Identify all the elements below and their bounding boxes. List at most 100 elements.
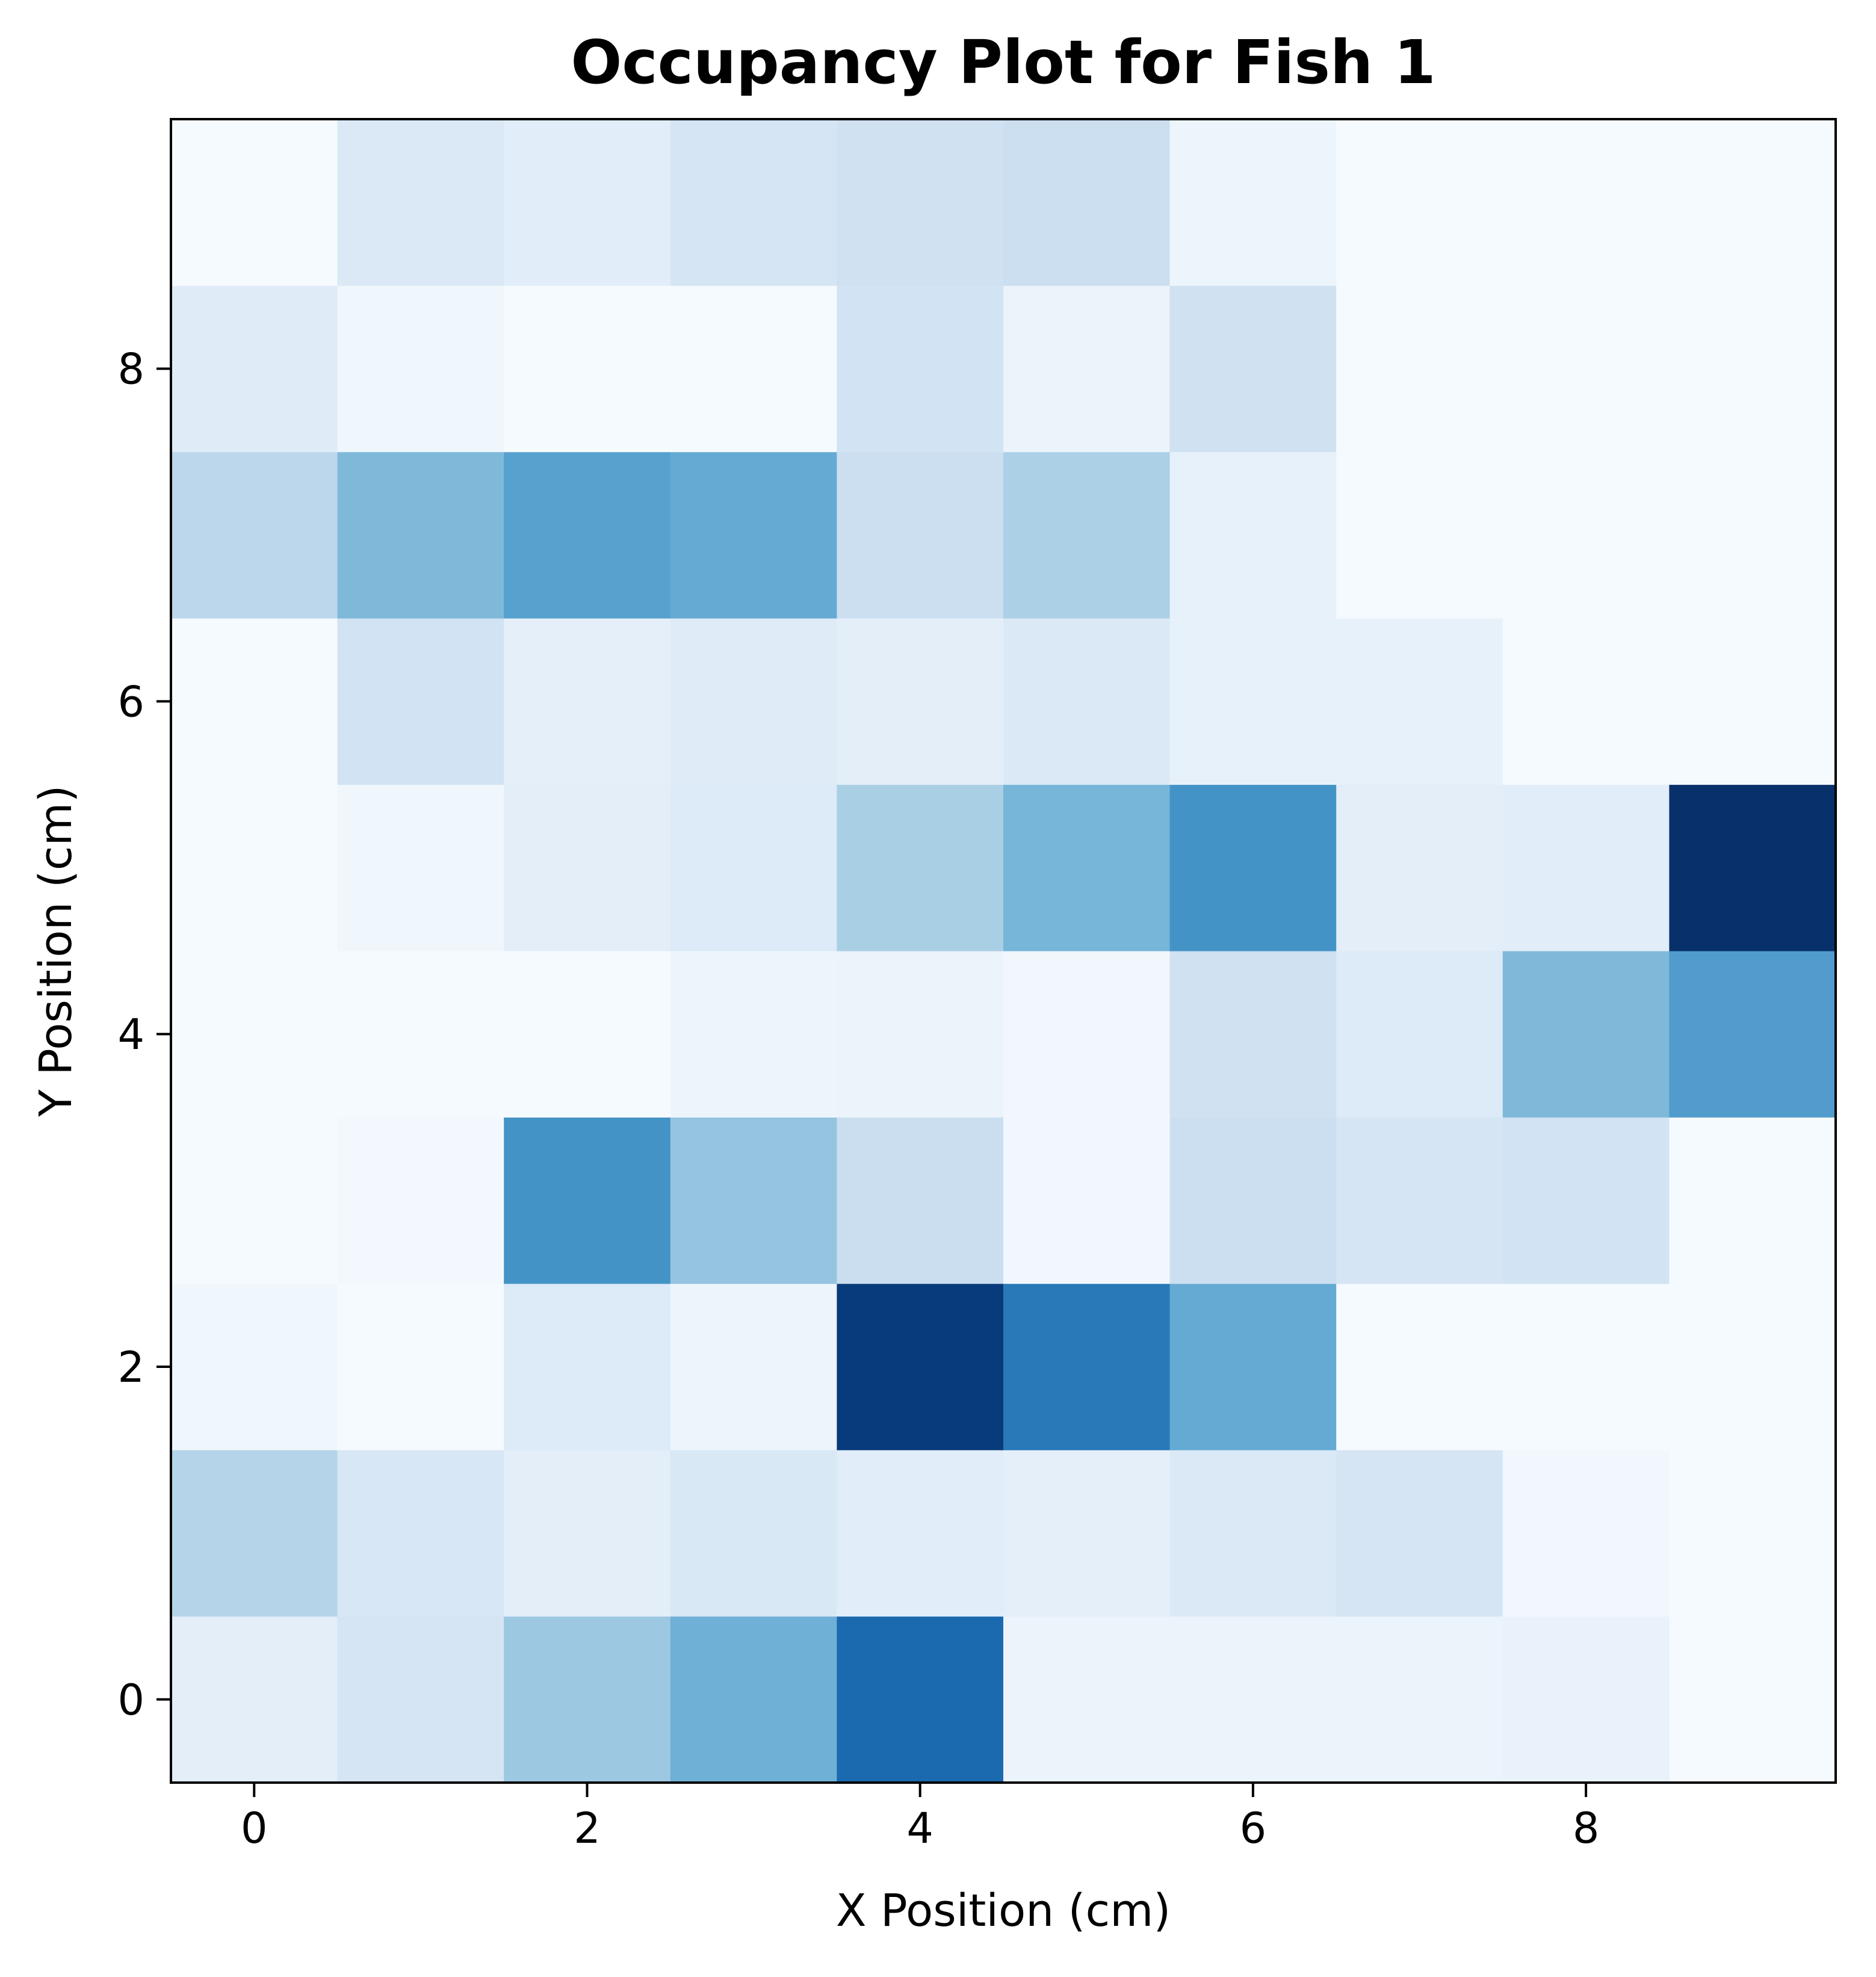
y-axis-label: Y Position (cm)	[30, 785, 82, 1118]
x-axis-ticks: 0 2 4 6 8	[241, 1783, 1599, 1853]
heatmap-cell-x4-y0	[837, 1616, 1004, 1783]
y-tick-label: 8	[117, 345, 144, 394]
heatmap-cell-x5-y9	[1003, 119, 1171, 286]
heatmap-cell-x0-y5	[171, 784, 338, 951]
heatmap-cell-x9-y5	[1669, 784, 1836, 951]
heatmap-cell-x0-y1	[171, 1450, 338, 1617]
heatmap-cell-x5-y1	[1003, 1450, 1171, 1617]
heatmap-cell-x6-y7	[1169, 451, 1337, 619]
heatmap-cell-x2-y2	[504, 1283, 671, 1450]
heatmap-cell-x4-y5	[837, 784, 1004, 951]
heatmap-cell-x6-y8	[1169, 285, 1337, 453]
heatmap-cell-x1-y4	[337, 951, 504, 1118]
heatmap-cell-x8-y4	[1502, 951, 1670, 1118]
heatmap-cell-x1-y8	[337, 285, 504, 453]
plot-frame	[170, 118, 1837, 1784]
heatmap-cell-x2-y3	[504, 1117, 671, 1284]
heatmap-cell-x2-y8	[504, 285, 671, 453]
heatmap-cell-x0-y8	[171, 285, 338, 453]
heatmap-cell-x3-y4	[670, 951, 837, 1118]
heatmap-cell-x7-y3	[1336, 1117, 1503, 1284]
heatmap-cell-x8-y2	[1502, 1283, 1670, 1450]
heatmap-cell-x7-y8	[1336, 285, 1503, 453]
heatmap-cell-x2-y4	[504, 951, 671, 1118]
heatmap-cell-x9-y1	[1669, 1450, 1836, 1617]
y-tick-label: 2	[117, 1343, 144, 1392]
heatmap-cell-x5-y0	[1003, 1616, 1171, 1783]
heatmap-cell-x9-y7	[1669, 451, 1836, 619]
heatmap-cell-x5-y3	[1003, 1117, 1171, 1284]
heatmap-cell-x1-y3	[337, 1117, 504, 1284]
heatmap-cell-x6-y0	[1169, 1616, 1337, 1783]
heatmap-cell-x2-y0	[504, 1616, 671, 1783]
heatmap-cell-x8-y9	[1502, 119, 1670, 286]
y-tick-label: 0	[117, 1675, 144, 1725]
heatmap-cell-x2-y1	[504, 1450, 671, 1617]
y-axis-ticks: 0 2 4 6 8	[117, 345, 171, 1725]
x-tick-label: 0	[241, 1804, 268, 1853]
heatmap-cell-x5-y8	[1003, 285, 1171, 453]
heatmap-cell-x3-y9	[670, 119, 837, 286]
x-tick-label: 4	[906, 1804, 933, 1853]
x-tick-label: 8	[1573, 1804, 1600, 1853]
heatmap-cell-x7-y9	[1336, 119, 1503, 286]
heatmap-cell-x4-y7	[837, 451, 1004, 619]
heatmap-cell-x3-y6	[670, 618, 837, 785]
heatmap-cell-x1-y6	[337, 618, 504, 785]
heatmap-cell-x5-y4	[1003, 951, 1171, 1118]
heatmap-cell-x3-y5	[670, 784, 837, 951]
heatmap-cell-x2-y7	[504, 451, 671, 619]
x-tick-label: 6	[1240, 1804, 1267, 1853]
heatmap-cell-x0-y6	[171, 618, 338, 785]
heatmap-cell-x3-y7	[670, 451, 837, 619]
heatmap-cell-x9-y0	[1669, 1616, 1836, 1783]
heatmap-cell-x4-y8	[837, 285, 1004, 453]
heatmap-cell-x1-y0	[337, 1616, 504, 1783]
heatmap-cell-x4-y9	[837, 119, 1004, 286]
heatmap-cell-x0-y0	[171, 1616, 338, 1783]
heatmap-cell-x8-y8	[1502, 285, 1670, 453]
heatmap-cell-x3-y8	[670, 285, 837, 453]
heatmap-cell-x6-y5	[1169, 784, 1337, 951]
heatmap-cell-x1-y1	[337, 1450, 504, 1617]
heatmap-cell-x2-y5	[504, 784, 671, 951]
heatmap-cell-x7-y1	[1336, 1450, 1503, 1617]
heatmap-cell-x1-y7	[337, 451, 504, 619]
heatmap-cell-x0-y4	[171, 951, 338, 1118]
heatmap-cell-x8-y6	[1502, 618, 1670, 785]
heatmap-cell-x4-y1	[837, 1450, 1004, 1617]
heatmap-cell-x8-y0	[1502, 1616, 1670, 1783]
heatmap-cell-x5-y2	[1003, 1283, 1171, 1450]
heatmap-cell-x8-y3	[1502, 1117, 1670, 1284]
heatmap-cell-x5-y6	[1003, 618, 1171, 785]
heatmap-cell-x9-y6	[1669, 618, 1836, 785]
heatmap-cell-x6-y2	[1169, 1283, 1337, 1450]
heatmap-cell-x7-y0	[1336, 1616, 1503, 1783]
heatmap-cell-x9-y9	[1669, 119, 1836, 286]
heatmap-cell-x2-y6	[504, 618, 671, 785]
heatmap-cell-x2-y9	[504, 119, 671, 286]
heatmap-cell-x9-y3	[1669, 1117, 1836, 1284]
heatmap-cell-x7-y7	[1336, 451, 1503, 619]
heatmap-cell-x8-y1	[1502, 1450, 1670, 1617]
heatmap-cell-x6-y1	[1169, 1450, 1337, 1617]
heatmap-cell-x7-y5	[1336, 784, 1503, 951]
y-tick-label: 6	[117, 677, 144, 726]
heatmap-cell-x9-y8	[1669, 285, 1836, 453]
heatmap-cell-x5-y7	[1003, 451, 1171, 619]
heatmap-cell-x3-y2	[670, 1283, 837, 1450]
heatmap-cell-x6-y3	[1169, 1117, 1337, 1284]
heatmap-cell-x4-y6	[837, 618, 1004, 785]
heatmap-cell-x8-y5	[1502, 784, 1670, 951]
heatmap-cell-x0-y9	[171, 119, 338, 286]
heatmap-cell-x7-y6	[1336, 618, 1503, 785]
heatmap-cell-x1-y2	[337, 1283, 504, 1450]
heatmap-cell-x0-y3	[171, 1117, 338, 1284]
heatmap-cell-x6-y4	[1169, 951, 1337, 1118]
heatmap-cell-x1-y9	[337, 119, 504, 286]
heatmap-cell-x0-y2	[171, 1283, 338, 1450]
heatmap-cell-x4-y3	[837, 1117, 1004, 1284]
heatmap-cell-x3-y3	[670, 1117, 837, 1284]
heatmap-cell-x6-y9	[1169, 119, 1337, 286]
